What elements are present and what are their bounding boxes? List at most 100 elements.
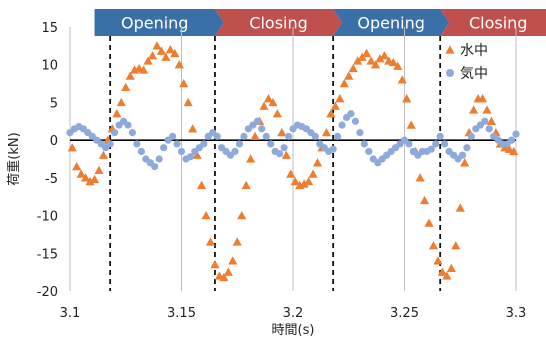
water-point (482, 105, 492, 114)
water-point (424, 218, 434, 227)
water-point (67, 143, 77, 152)
water-point (509, 146, 519, 156)
water-point (179, 78, 189, 88)
water-point (201, 210, 211, 220)
water-point (419, 195, 430, 205)
water-point (116, 97, 126, 107)
water-point (451, 241, 461, 250)
water-point (192, 150, 202, 159)
water-point (348, 63, 358, 73)
water-point (263, 94, 274, 103)
air-point (356, 129, 364, 137)
water-point (455, 203, 465, 212)
x-tick-label: 3.15 (167, 306, 196, 321)
air-point (253, 117, 261, 125)
water-point (286, 169, 296, 178)
water-point (469, 105, 479, 114)
air-point (240, 132, 248, 140)
water-point (170, 48, 180, 58)
water-point (210, 260, 220, 269)
water-point (353, 56, 363, 65)
water-point (246, 154, 256, 163)
air-point (186, 153, 195, 161)
water-point (330, 101, 340, 110)
air-point (128, 129, 137, 137)
water-point (370, 60, 381, 69)
water-point (174, 60, 184, 69)
air-point (329, 145, 337, 153)
data-series (66, 41, 520, 282)
air-point (485, 125, 493, 133)
x-tick-label: 3.3 (506, 306, 527, 321)
legend-label-1: 水中 (460, 43, 488, 59)
water-point (437, 267, 448, 276)
air-point (441, 140, 449, 148)
water-point (388, 57, 398, 67)
water-point (196, 180, 207, 190)
water-point (393, 61, 403, 70)
water-point (161, 52, 171, 61)
y-tick-label: 0 (50, 134, 58, 149)
air-point (512, 130, 520, 138)
water-point (326, 109, 336, 118)
water-point (308, 169, 318, 178)
air-point (405, 140, 413, 148)
air-point (507, 136, 516, 144)
water-point (156, 46, 167, 55)
water-point (188, 124, 198, 133)
water-point (125, 71, 135, 80)
water-point (335, 94, 345, 103)
water-point (205, 237, 216, 246)
air-point (151, 162, 159, 171)
water-point (357, 52, 367, 61)
water-point (94, 165, 104, 174)
series-2 (66, 110, 520, 171)
air-point (213, 132, 221, 140)
x-tick-label: 3.2 (283, 306, 304, 321)
water-point (85, 177, 95, 186)
air-point (177, 147, 186, 156)
air-point (231, 147, 239, 156)
water-point (183, 97, 193, 107)
water-point (223, 267, 233, 276)
water-point (379, 51, 390, 60)
air-point (427, 145, 435, 153)
water-point (344, 71, 354, 80)
y-tick-label: 15 (41, 21, 58, 36)
water-point (89, 174, 100, 184)
water-point (165, 45, 175, 54)
water-point (76, 169, 86, 178)
water-point (402, 94, 412, 103)
air-point (160, 144, 168, 152)
phase-label-1: Opening (121, 14, 188, 33)
air-point (137, 147, 145, 156)
water-point (477, 94, 488, 103)
water-point (304, 177, 314, 186)
air-point (235, 140, 244, 148)
legend-triangle-icon (445, 45, 455, 54)
x-tick-label: 3.25 (390, 306, 419, 321)
air-point (347, 110, 355, 118)
water-point (121, 82, 131, 92)
air-point (365, 147, 373, 156)
air-point (168, 132, 177, 140)
air-point (200, 140, 208, 148)
water-point (375, 54, 385, 63)
water-point (112, 109, 122, 118)
water-point (299, 179, 309, 188)
air-point (155, 155, 163, 163)
air-point (262, 132, 270, 140)
y-tick-label: 5 (50, 96, 58, 111)
air-point (463, 144, 471, 152)
air-point (284, 132, 293, 140)
water-point (81, 173, 91, 182)
legend-circle-icon (446, 69, 454, 77)
water-point (143, 56, 153, 65)
water-point (268, 97, 278, 107)
water-point (339, 78, 349, 88)
water-point (460, 158, 470, 167)
y-axis-title: 荷重(kN) (6, 132, 22, 185)
phase-banners: Opening Closing Opening Closing (94, 9, 546, 36)
air-point (111, 129, 119, 137)
air-point (481, 117, 489, 125)
